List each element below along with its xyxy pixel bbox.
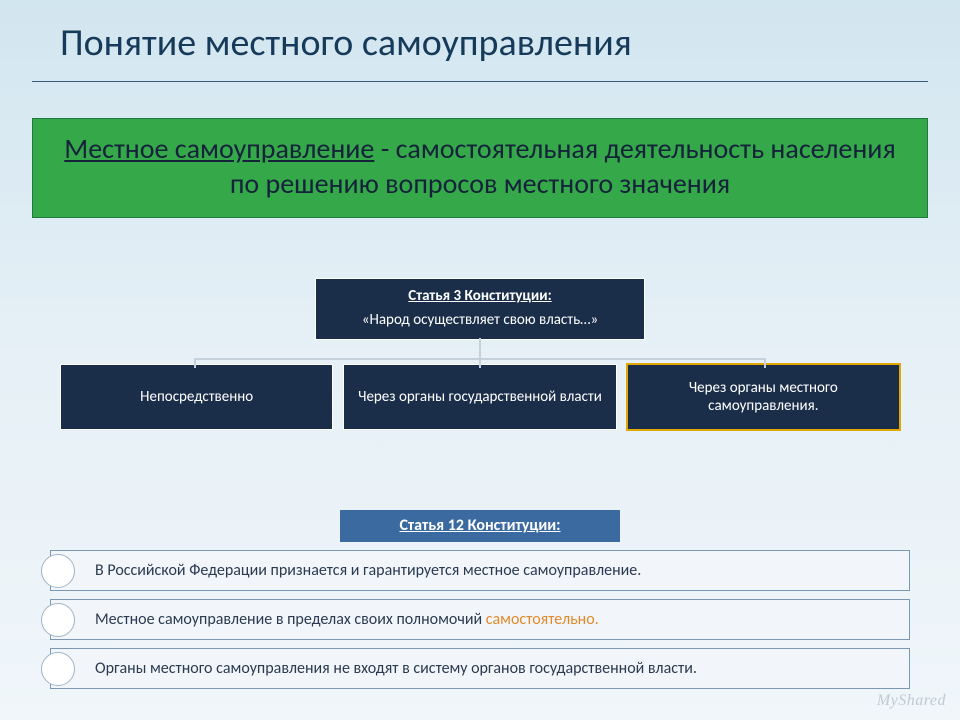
tree-root-subtitle: «Народ осуществляет свою власть…» <box>326 311 634 329</box>
article12-item-text: Органы местного самоуправления не входят… <box>95 659 697 678</box>
slide-title-area: Понятие местного самоуправления <box>0 20 960 86</box>
article12-item: В Российской Федерации признается и гара… <box>50 550 910 591</box>
tree-child-node-highlighted: Через органы местного самоуправления. <box>627 364 900 430</box>
list-bullet-icon <box>41 652 75 686</box>
definition-bold: самостоятельная <box>396 131 599 166</box>
slide-title: Понятие местного самоуправления <box>60 20 960 66</box>
tree-connector <box>194 358 196 368</box>
article12-list: В Российской Федерации признается и гара… <box>50 550 910 689</box>
tree-child-node: Через органы государственной власти <box>343 364 616 430</box>
article12-header: Статья 12 Конституции: <box>340 510 620 542</box>
tree-connector <box>479 358 481 368</box>
tree-diagram: Статья 3 Конституции: «Народ осуществляе… <box>60 278 900 430</box>
tree-root-node: Статья 3 Конституции: «Народ осуществляе… <box>315 278 645 340</box>
tree-connector <box>764 358 766 368</box>
article12-item: Местное самоуправление в пределах своих … <box>50 599 910 640</box>
tree-root-title: Статья 3 Конституции: <box>326 287 634 305</box>
definition-text: Местное самоуправление - самостоятельная… <box>53 131 907 201</box>
tree-children-row: Непосредственно Через органы государстве… <box>60 364 900 430</box>
title-underline <box>32 81 928 82</box>
tree-child-node: Непосредственно <box>60 364 333 430</box>
list-bullet-icon <box>41 603 75 637</box>
definition-dash: - <box>374 131 395 166</box>
watermark: MyShared <box>877 692 946 710</box>
article12-item-highlight: самостоятельно. <box>486 610 599 629</box>
definition-term: Местное самоуправление <box>64 131 374 166</box>
article12-item: Органы местного самоуправления не входят… <box>50 648 910 689</box>
article12-item-text: В Российской Федерации признается и гара… <box>95 561 641 580</box>
list-bullet-icon <box>41 554 75 588</box>
article12-item-text: Местное самоуправление в пределах своих … <box>95 610 486 629</box>
article12-section: Статья 12 Конституции: В Российской Феде… <box>50 510 910 697</box>
definition-box: Местное самоуправление - самостоятельная… <box>32 118 928 218</box>
tree-connector <box>479 338 481 360</box>
